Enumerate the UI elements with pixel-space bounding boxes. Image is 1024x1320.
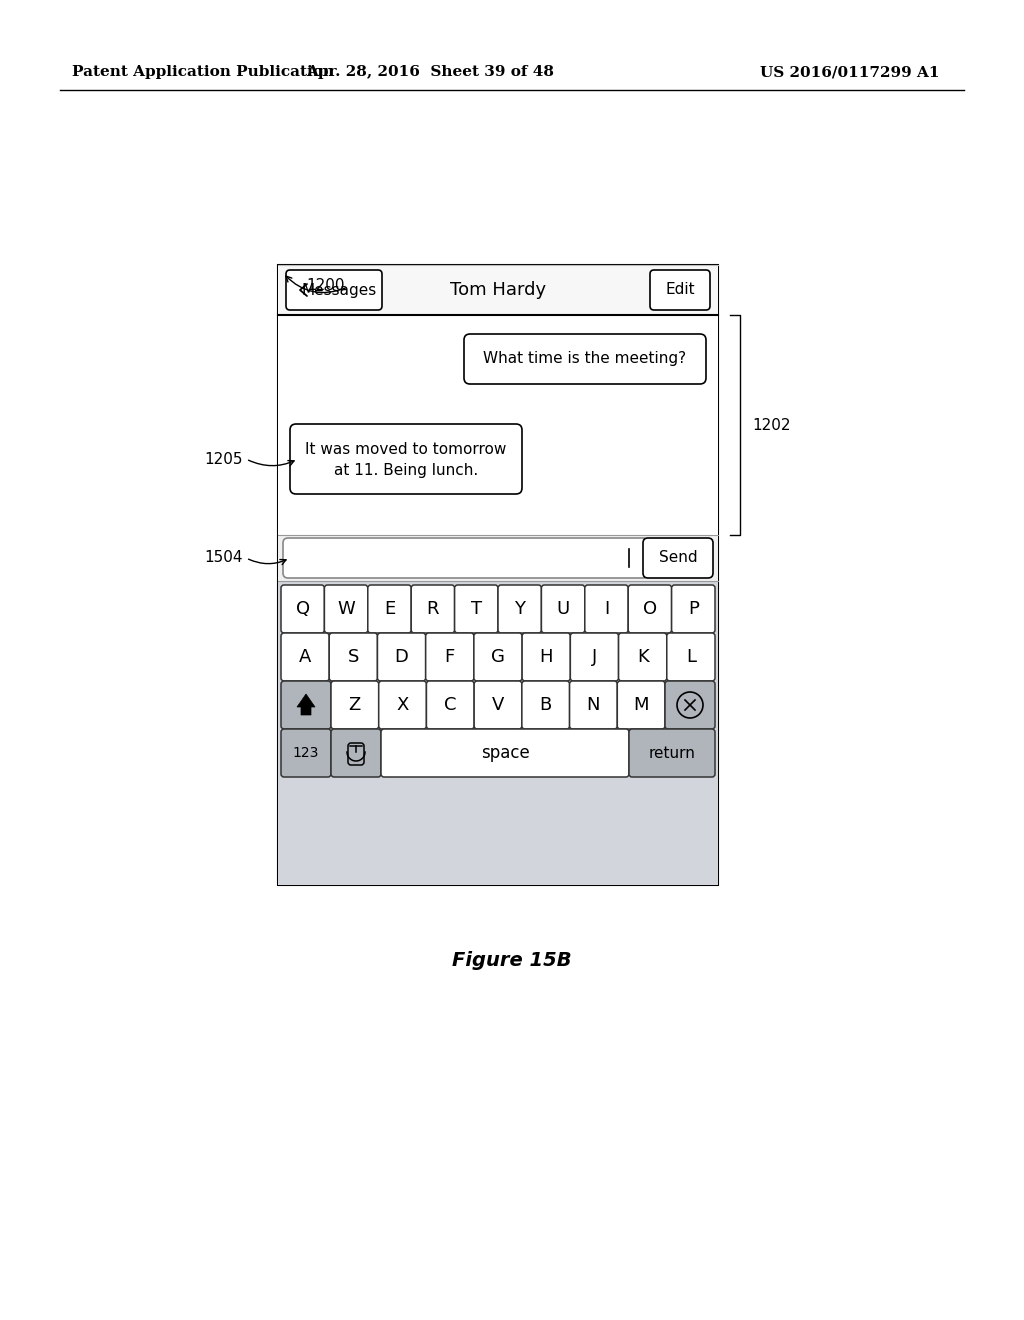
Text: E: E: [384, 601, 395, 618]
FancyBboxPatch shape: [330, 634, 378, 681]
FancyBboxPatch shape: [331, 729, 381, 777]
FancyBboxPatch shape: [290, 424, 522, 494]
Text: G: G: [492, 648, 505, 667]
Text: B: B: [540, 696, 552, 714]
Text: T: T: [471, 601, 482, 618]
FancyBboxPatch shape: [286, 271, 382, 310]
Text: F: F: [444, 648, 455, 667]
FancyBboxPatch shape: [618, 634, 667, 681]
FancyBboxPatch shape: [378, 634, 426, 681]
Bar: [278, 265, 718, 884]
Text: I: I: [604, 601, 609, 618]
Text: Edit: Edit: [666, 282, 695, 297]
FancyBboxPatch shape: [569, 681, 617, 729]
FancyBboxPatch shape: [474, 634, 522, 681]
Text: Send: Send: [658, 550, 697, 565]
Text: V: V: [492, 696, 504, 714]
Text: K: K: [637, 648, 648, 667]
Text: Apr. 28, 2016  Sheet 39 of 48: Apr. 28, 2016 Sheet 39 of 48: [306, 65, 554, 79]
Text: P: P: [688, 601, 698, 618]
Text: X: X: [396, 696, 409, 714]
FancyBboxPatch shape: [281, 585, 325, 634]
FancyBboxPatch shape: [542, 585, 585, 634]
FancyBboxPatch shape: [281, 634, 330, 681]
Text: 1205: 1205: [205, 451, 243, 466]
Text: O: O: [643, 601, 657, 618]
FancyBboxPatch shape: [672, 585, 715, 634]
FancyBboxPatch shape: [281, 681, 331, 729]
Text: C: C: [444, 696, 457, 714]
FancyBboxPatch shape: [412, 585, 455, 634]
Text: Y: Y: [514, 601, 525, 618]
Text: M: M: [634, 696, 649, 714]
FancyBboxPatch shape: [650, 271, 710, 310]
Text: A: A: [299, 648, 311, 667]
FancyBboxPatch shape: [665, 681, 715, 729]
FancyBboxPatch shape: [381, 729, 629, 777]
FancyBboxPatch shape: [474, 681, 522, 729]
FancyBboxPatch shape: [498, 585, 542, 634]
FancyBboxPatch shape: [455, 585, 498, 634]
Bar: [278, 535, 718, 581]
FancyBboxPatch shape: [426, 681, 474, 729]
FancyBboxPatch shape: [325, 585, 368, 634]
Text: S: S: [347, 648, 359, 667]
Text: What time is the meeting?: What time is the meeting?: [483, 351, 686, 367]
Text: 1504: 1504: [205, 550, 243, 565]
Text: R: R: [427, 601, 439, 618]
FancyBboxPatch shape: [426, 634, 474, 681]
Text: 123: 123: [293, 746, 319, 760]
Text: Q: Q: [296, 601, 310, 618]
Text: J: J: [592, 648, 597, 667]
Text: Messages: Messages: [301, 282, 377, 297]
Text: Figure 15B: Figure 15B: [453, 950, 571, 969]
FancyBboxPatch shape: [628, 585, 672, 634]
FancyBboxPatch shape: [283, 539, 648, 578]
Bar: [278, 265, 718, 315]
Text: Z: Z: [349, 696, 361, 714]
FancyBboxPatch shape: [522, 681, 569, 729]
FancyBboxPatch shape: [585, 585, 628, 634]
Text: Tom Hardy: Tom Hardy: [450, 281, 546, 300]
Text: It was moved to tomorrow: It was moved to tomorrow: [305, 441, 507, 457]
Text: space: space: [480, 744, 529, 762]
Text: N: N: [587, 696, 600, 714]
FancyBboxPatch shape: [617, 681, 665, 729]
Text: U: U: [556, 601, 569, 618]
FancyBboxPatch shape: [281, 729, 331, 777]
FancyBboxPatch shape: [643, 539, 713, 578]
FancyBboxPatch shape: [464, 334, 706, 384]
Text: 1200: 1200: [306, 277, 345, 293]
Text: H: H: [540, 648, 553, 667]
Text: US 2016/0117299 A1: US 2016/0117299 A1: [760, 65, 939, 79]
FancyBboxPatch shape: [629, 729, 715, 777]
Text: at 11. Being lunch.: at 11. Being lunch.: [334, 463, 478, 479]
FancyBboxPatch shape: [379, 681, 426, 729]
FancyBboxPatch shape: [522, 634, 570, 681]
Text: D: D: [394, 648, 409, 667]
Text: W: W: [337, 601, 355, 618]
FancyBboxPatch shape: [667, 634, 715, 681]
Text: return: return: [648, 746, 695, 760]
Text: L: L: [686, 648, 696, 667]
FancyBboxPatch shape: [368, 585, 412, 634]
FancyBboxPatch shape: [331, 681, 379, 729]
FancyBboxPatch shape: [570, 634, 618, 681]
Text: Patent Application Publication: Patent Application Publication: [72, 65, 334, 79]
Bar: [278, 581, 718, 884]
Text: 1202: 1202: [752, 417, 791, 433]
Bar: [278, 315, 718, 535]
Polygon shape: [297, 694, 315, 715]
